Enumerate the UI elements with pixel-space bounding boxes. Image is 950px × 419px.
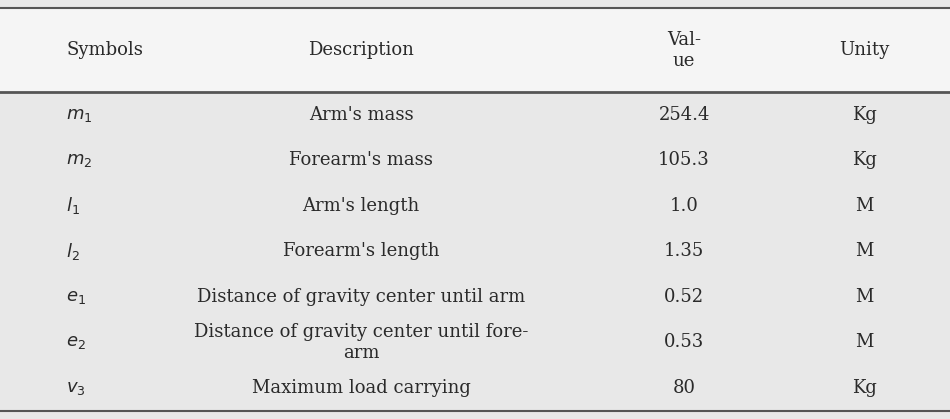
Text: Unity: Unity xyxy=(840,41,889,59)
Text: Kg: Kg xyxy=(852,106,877,124)
Text: $l_1$: $l_1$ xyxy=(66,195,81,216)
Text: $e_1$: $e_1$ xyxy=(66,288,86,306)
Text: Distance of gravity center until fore-
arm: Distance of gravity center until fore- a… xyxy=(194,323,528,362)
Text: $m_1$: $m_1$ xyxy=(66,106,93,124)
Bar xyxy=(0,365,950,411)
Text: Forearm's mass: Forearm's mass xyxy=(289,151,433,169)
Text: Distance of gravity center until arm: Distance of gravity center until arm xyxy=(197,288,525,306)
Text: M: M xyxy=(855,334,874,352)
Text: 105.3: 105.3 xyxy=(658,151,710,169)
Text: $v_3$: $v_3$ xyxy=(66,379,86,397)
Text: M: M xyxy=(855,243,874,260)
Text: 254.4: 254.4 xyxy=(658,106,710,124)
Text: 1.35: 1.35 xyxy=(664,243,704,260)
Text: $l_2$: $l_2$ xyxy=(66,241,80,262)
Text: Kg: Kg xyxy=(852,151,877,169)
Bar xyxy=(0,138,950,183)
Bar xyxy=(0,8,950,92)
Bar xyxy=(0,229,950,274)
Text: Description: Description xyxy=(308,41,414,59)
Text: 1.0: 1.0 xyxy=(670,197,698,215)
Text: Val-
ue: Val- ue xyxy=(667,31,701,70)
Text: Symbols: Symbols xyxy=(66,41,143,59)
Text: Arm's length: Arm's length xyxy=(302,197,420,215)
Bar xyxy=(0,320,950,365)
Text: 0.52: 0.52 xyxy=(664,288,704,306)
Text: M: M xyxy=(855,197,874,215)
Bar xyxy=(0,183,950,229)
Text: 0.53: 0.53 xyxy=(664,334,704,352)
Text: Kg: Kg xyxy=(852,379,877,397)
Text: 80: 80 xyxy=(673,379,695,397)
Text: Arm's mass: Arm's mass xyxy=(309,106,413,124)
Text: Maximum load carrying: Maximum load carrying xyxy=(252,379,470,397)
Text: M: M xyxy=(855,288,874,306)
Text: Forearm's length: Forearm's length xyxy=(283,243,439,260)
Bar xyxy=(0,92,950,138)
Text: $e_2$: $e_2$ xyxy=(66,334,86,352)
Bar xyxy=(0,274,950,320)
Text: $m_2$: $m_2$ xyxy=(66,151,93,169)
